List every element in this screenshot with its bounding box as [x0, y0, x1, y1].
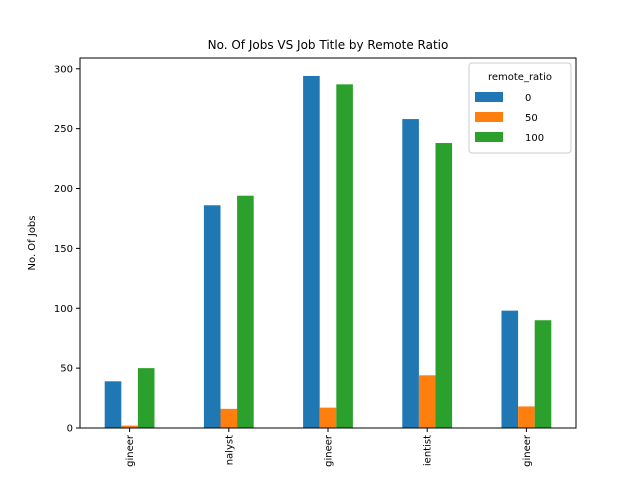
y-tick-label-2: 100: [54, 304, 73, 315]
bar-series-50-3: [418, 375, 436, 428]
y-axis-label: No. Of Jobs: [27, 216, 38, 271]
x-tick-label-4: gineer: [522, 434, 533, 467]
bar-series-0-4: [501, 310, 519, 428]
bar-series-100-0: [137, 368, 155, 428]
legend-label-50: 50: [525, 113, 538, 124]
x-tick-label-2: gineer: [324, 434, 335, 467]
y-axis: 0 50 100 150 200 250 300: [54, 64, 80, 435]
bar-series-100-3: [435, 143, 453, 428]
y-tick-label-5: 250: [54, 124, 73, 135]
legend-swatch-50: [475, 112, 503, 122]
legend-swatch-100: [475, 132, 503, 142]
x-tick-label-1: nalyst: [224, 435, 235, 465]
bar-series-0-1: [203, 205, 221, 428]
bar-series-0-3: [402, 119, 419, 428]
y-tick-label-0: 0: [67, 424, 73, 435]
bar-series-50-2: [319, 407, 337, 428]
y-tick-label-6: 300: [54, 64, 73, 75]
bar-series-50-1: [220, 408, 238, 428]
legend-swatch-0: [475, 92, 503, 102]
bar-series-0-2: [303, 75, 320, 429]
x-axis: gineer nalyst gineer ientist gineer: [125, 428, 533, 467]
plot-frame: [79, 57, 577, 429]
x-tick-label-3: ientist: [423, 435, 434, 466]
legend: remote_ratio 0 50 100: [468, 62, 572, 154]
y-tick-label-1: 50: [60, 364, 73, 375]
chart-title: No. Of Jobs VS Job Title by Remote Ratio: [208, 38, 449, 52]
legend-label-100: 100: [525, 133, 544, 144]
bar-series-0-0: [104, 381, 122, 428]
legend-label-0: 0: [525, 93, 531, 104]
bar-series-50-4: [518, 406, 535, 428]
legend-title: remote_ratio: [488, 72, 552, 83]
bar-series-100-2: [336, 84, 353, 428]
y-tick-label-3: 150: [54, 244, 73, 255]
bars-layer: [104, 75, 552, 429]
bar-series-100-1: [237, 195, 254, 428]
x-tick-label-0: gineer: [125, 434, 136, 467]
y-tick-label-4: 200: [54, 184, 73, 195]
bar-series-100-4: [534, 320, 552, 428]
bar-series-50-0: [121, 425, 138, 428]
legend-box: [468, 62, 572, 154]
